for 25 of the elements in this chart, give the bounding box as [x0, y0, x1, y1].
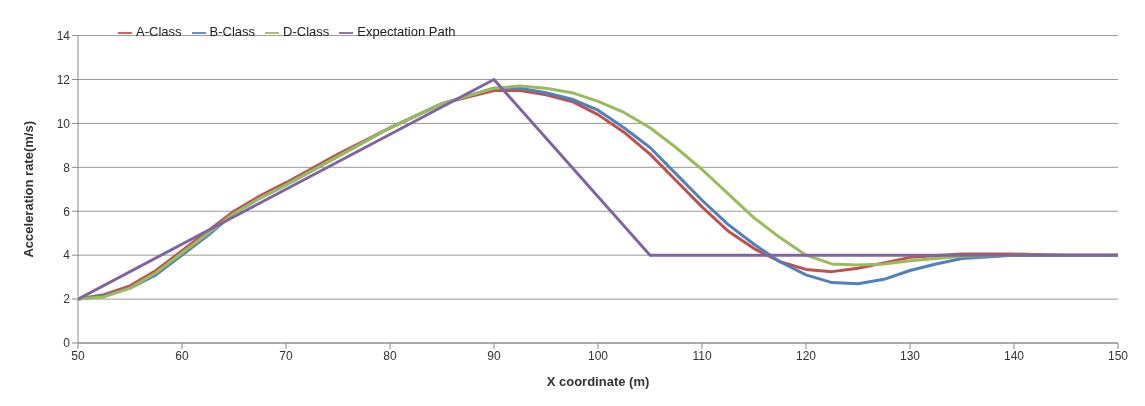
x-tick-label: 60 [175, 348, 189, 363]
x-tick-label: 110 [692, 348, 712, 363]
x-tick-label: 100 [587, 348, 609, 363]
x-tick-label: 150 [1107, 348, 1129, 363]
legend-label: B-Class [209, 24, 256, 39]
legend-label: Expectation Path [357, 24, 456, 39]
x-tick-label: 70 [279, 348, 293, 363]
x-tick-label: 50 [71, 348, 85, 363]
y-tick-label: 0 [63, 336, 71, 351]
y-tick-label: 2 [63, 292, 71, 307]
x-tick-label: 90 [487, 348, 501, 363]
x-tick-label: 120 [795, 348, 817, 363]
y-axis-title: Acceleration rate(m/s) [20, 121, 36, 258]
x-tick-label: 80 [383, 348, 397, 363]
y-tick-label: 10 [56, 116, 71, 131]
legend-label: A-Class [136, 24, 182, 39]
x-axis-title: X coordinate (m) [546, 374, 650, 389]
y-tick-label: 4 [63, 248, 71, 263]
y-tick-label: 8 [63, 160, 71, 175]
y-tick-label: 12 [56, 72, 71, 87]
x-tick-label: 140 [1003, 348, 1025, 363]
x-tick-label: 130 [899, 348, 921, 363]
y-tick-label: 14 [56, 28, 71, 43]
legend-label: D-Class [283, 24, 330, 39]
y-tick-label: 6 [63, 204, 71, 219]
